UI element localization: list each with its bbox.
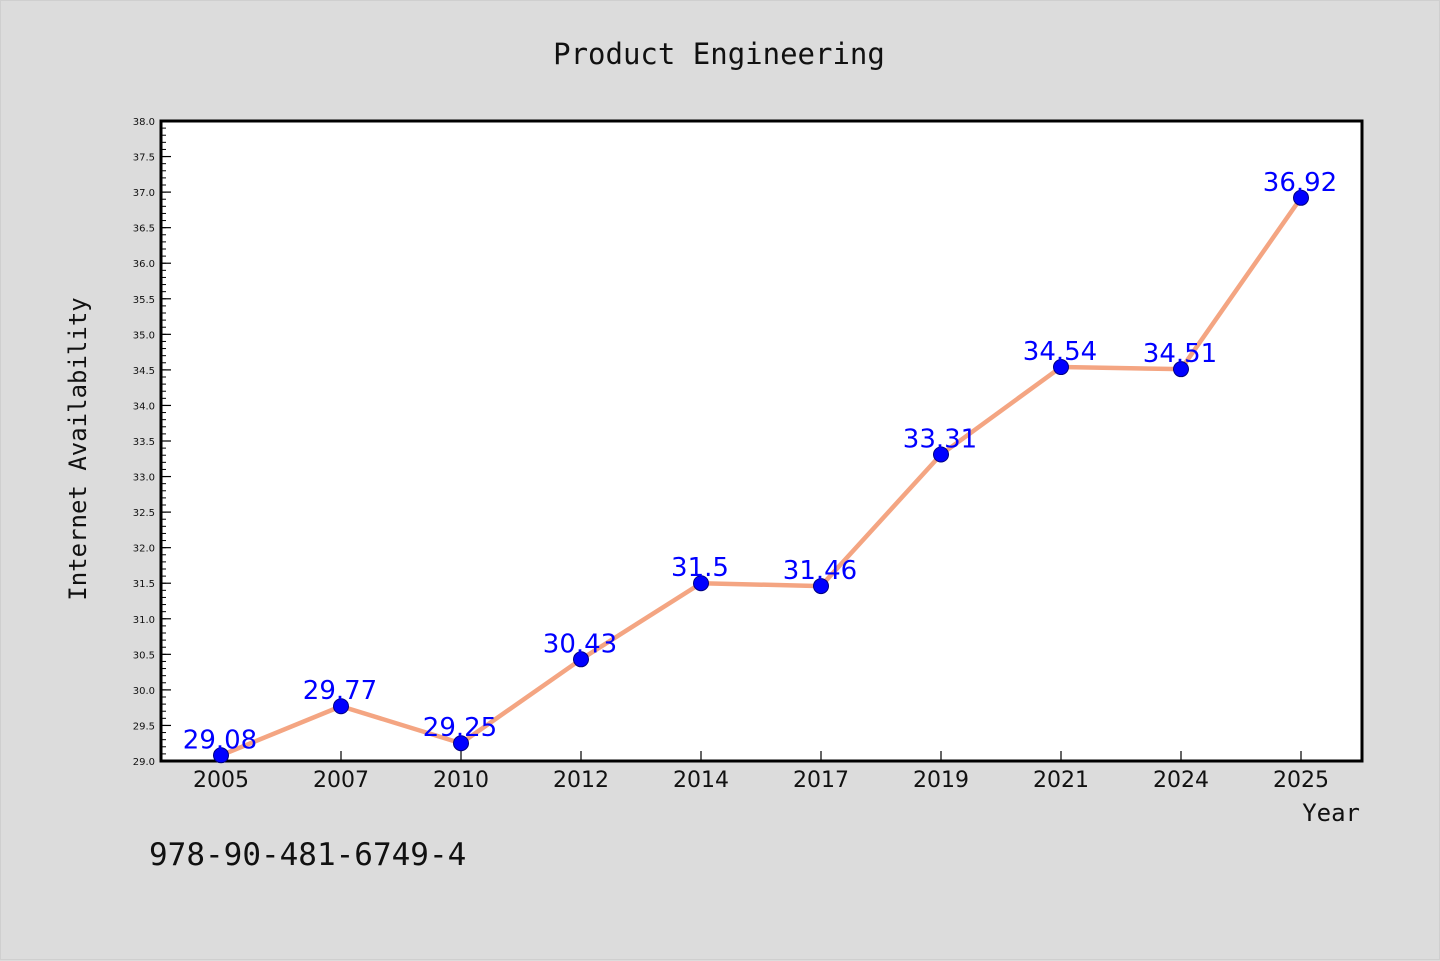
y-tick-label: 30.5 xyxy=(133,650,155,661)
y-tick-label: 32.5 xyxy=(133,508,155,519)
data-point xyxy=(1293,189,1309,206)
x-tick-label: 2012 xyxy=(553,768,609,793)
data-point xyxy=(1173,361,1189,378)
data-label: 31.46 xyxy=(783,556,857,586)
data-point xyxy=(213,747,229,764)
y-axis-ticks: 29.0 29.5 30.0 30.5 31.0 31.5 32.0 32.5 33.0 33.5… xyxy=(133,117,171,768)
data-label: 36.92 xyxy=(1263,168,1337,198)
y-tick-label: 31.0 xyxy=(133,615,155,626)
y-tick-label: 36.0 xyxy=(133,259,155,270)
data-labels: 29.08 29.77 29.25 30.43 31.5 31.46 33.31 34.54 3… xyxy=(183,168,1337,756)
y-tick-label: 37.0 xyxy=(133,188,155,199)
y-tick-label: 38.0 xyxy=(133,117,155,128)
y-tick-label: 35.0 xyxy=(133,330,155,341)
series-line xyxy=(220,196,1303,758)
data-label: 33.31 xyxy=(903,425,977,455)
isbn-text: 978-90-481-6749-4 xyxy=(149,837,466,873)
data-point xyxy=(933,446,949,463)
x-axis-label: Year xyxy=(1302,799,1360,827)
y-tick-label: 37.5 xyxy=(133,153,155,164)
x-axis-ticks: 2005 2007 2010 2012 2014 2017 2019 2021 2024 2025 xyxy=(193,751,1329,793)
y-tick-label: 30.0 xyxy=(133,686,155,697)
data-label: 30.43 xyxy=(543,629,617,659)
y-tick-label: 33.0 xyxy=(133,473,155,484)
y-tick-label: 34.0 xyxy=(133,401,155,412)
data-point xyxy=(573,651,589,668)
data-label: 34.51 xyxy=(1143,339,1217,369)
chart-title: Product Engineering xyxy=(553,37,885,71)
data-markers xyxy=(213,189,1309,764)
data-point xyxy=(453,735,469,752)
y-tick-label: 35.5 xyxy=(133,295,155,306)
x-tick-label: 2024 xyxy=(1153,768,1209,793)
data-point xyxy=(813,578,829,595)
data-label: 29.08 xyxy=(183,725,257,755)
x-tick-label: 2005 xyxy=(193,768,249,793)
data-label: 34.54 xyxy=(1023,337,1097,367)
data-label: 29.77 xyxy=(303,676,377,706)
data-point xyxy=(1053,359,1069,376)
y-tick-label: 29.0 xyxy=(133,757,155,768)
x-tick-label: 2021 xyxy=(1033,768,1089,793)
y-tick-label: 29.5 xyxy=(133,721,155,732)
x-tick-label: 2019 xyxy=(913,768,969,793)
y-tick-label: 36.5 xyxy=(133,224,155,235)
y-tick-label: 33.5 xyxy=(133,437,155,448)
x-tick-label: 2017 xyxy=(793,768,849,793)
data-point xyxy=(333,698,349,715)
x-tick-label: 2007 xyxy=(313,768,369,793)
x-tick-label: 2014 xyxy=(673,768,729,793)
x-tick-label: 2025 xyxy=(1273,768,1329,793)
data-label: 31.5 xyxy=(671,553,729,583)
y-tick-label: 31.5 xyxy=(133,579,155,590)
y-tick-label: 32.0 xyxy=(133,544,155,555)
y-axis-label: Internet Availability xyxy=(64,297,92,600)
y-tick-label: 34.5 xyxy=(133,366,155,377)
data-point xyxy=(693,575,709,592)
x-tick-label: 2010 xyxy=(433,768,489,793)
plot-area xyxy=(159,119,1364,763)
data-label: 29.25 xyxy=(423,713,497,743)
